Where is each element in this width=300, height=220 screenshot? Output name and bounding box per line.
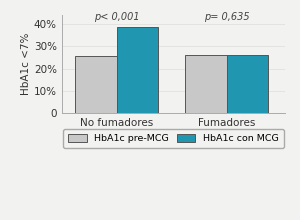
- Text: p= 0,635: p= 0,635: [204, 12, 250, 22]
- Bar: [227, 55, 268, 113]
- Bar: [75, 56, 117, 113]
- Y-axis label: HbA1c <7%: HbA1c <7%: [21, 33, 31, 95]
- Legend: HbA1c pre-MCG, HbA1c con MCG: HbA1c pre-MCG, HbA1c con MCG: [63, 129, 284, 148]
- Bar: [117, 27, 158, 113]
- Text: p< 0,001: p< 0,001: [94, 12, 140, 22]
- Bar: [185, 55, 227, 113]
